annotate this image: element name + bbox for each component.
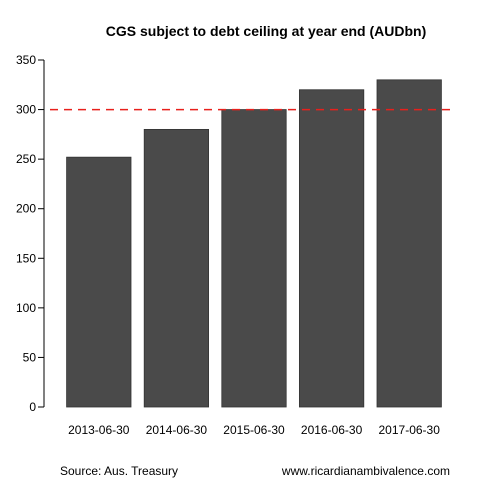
y-tick-label: 350 [16,53,36,67]
x-tick-label: 2016-06-30 [301,423,363,437]
x-tick-label: 2017-06-30 [379,423,441,437]
y-tick-label: 200 [16,202,36,216]
plot-area: 0 50 100 150 200 250 300 350 2013-06-30 2014-06-3… [16,53,452,437]
bar [376,79,442,408]
y-tick-label: 300 [16,103,36,117]
website-note: www.ricardianambivalence.com [281,464,450,478]
x-tick-label: 2015-06-30 [223,423,285,437]
chart-title: CGS subject to debt ceiling at year end … [106,23,426,39]
bar [66,156,132,408]
y-tick-label: 100 [16,301,36,315]
source-note: Source: Aus. Treasury [60,464,178,478]
x-tick-label: 2013-06-30 [68,423,130,437]
y-tick-label: 0 [29,400,36,414]
x-tick-label: 2014-06-30 [146,423,208,437]
y-tick-label: 150 [16,251,36,265]
bar [298,89,365,408]
y-tick-label: 50 [23,350,37,364]
y-tick-label: 250 [16,152,36,166]
bar [221,109,287,408]
bar [143,128,210,408]
